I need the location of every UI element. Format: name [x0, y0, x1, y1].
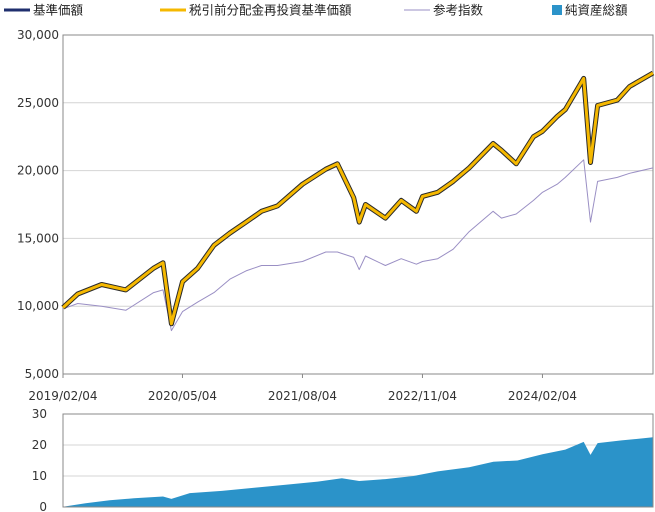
legend-item-net_assets: 純資産総額: [552, 3, 628, 18]
legend-item-reinvested: 税引前分配金再投資基準価額: [160, 3, 352, 18]
legend-label-reference: 参考指数: [433, 3, 484, 18]
legend-label-nav: 基準価額: [33, 3, 84, 18]
series-area-net-assets: [63, 437, 653, 507]
y-tick-label: 10,000: [17, 299, 59, 313]
price-line-chart: 5,000 10,000 15,000 20,000 25,000 30,000 2019/…: [17, 28, 655, 403]
y-tick-label: 15,000: [17, 231, 59, 245]
x-tick-label: 2022/11/04: [388, 389, 457, 403]
main-gridlines: [63, 34, 653, 375]
series-line-reference: [62, 159, 654, 332]
x-tick-label: 2024/02/04: [508, 389, 577, 403]
sub-y-tick-label: 20: [32, 438, 47, 452]
legend-label-reinvested: 税引前分配金再投資基準価額: [189, 3, 352, 18]
legend-item-reference: 参考指数: [404, 3, 484, 18]
legend-label-net_assets: 純資産総額: [565, 3, 628, 18]
sub-plot-frame: [62, 413, 654, 508]
y-tick-label: 5,000: [25, 367, 59, 381]
legend-item-nav: 基準価額: [4, 3, 84, 18]
sub-y-tick-label: 0: [39, 500, 47, 512]
x-tick-label: 2019/02/04: [28, 389, 97, 403]
y-tick-label: 30,000: [17, 28, 59, 42]
series-line-reinvested: [61, 71, 654, 326]
legend-swatch-net_assets: [552, 5, 562, 15]
x-tick-label: 2020/05/04: [148, 389, 217, 403]
sub-y-tick-label: 30: [32, 407, 47, 421]
y-tick-label: 25,000: [17, 96, 59, 110]
main-plot-frame: [62, 34, 654, 375]
sub-y-tick-label: 10: [32, 469, 47, 483]
chart-legend: 基準価額 税引前分配金再投資基準価額 参考指数 純資産総額: [4, 3, 628, 18]
x-tick-label: 2021/08/04: [268, 389, 337, 403]
net-assets-area-chart: 0 10 20 30: [32, 407, 654, 512]
y-tick-label: 20,000: [17, 164, 59, 178]
